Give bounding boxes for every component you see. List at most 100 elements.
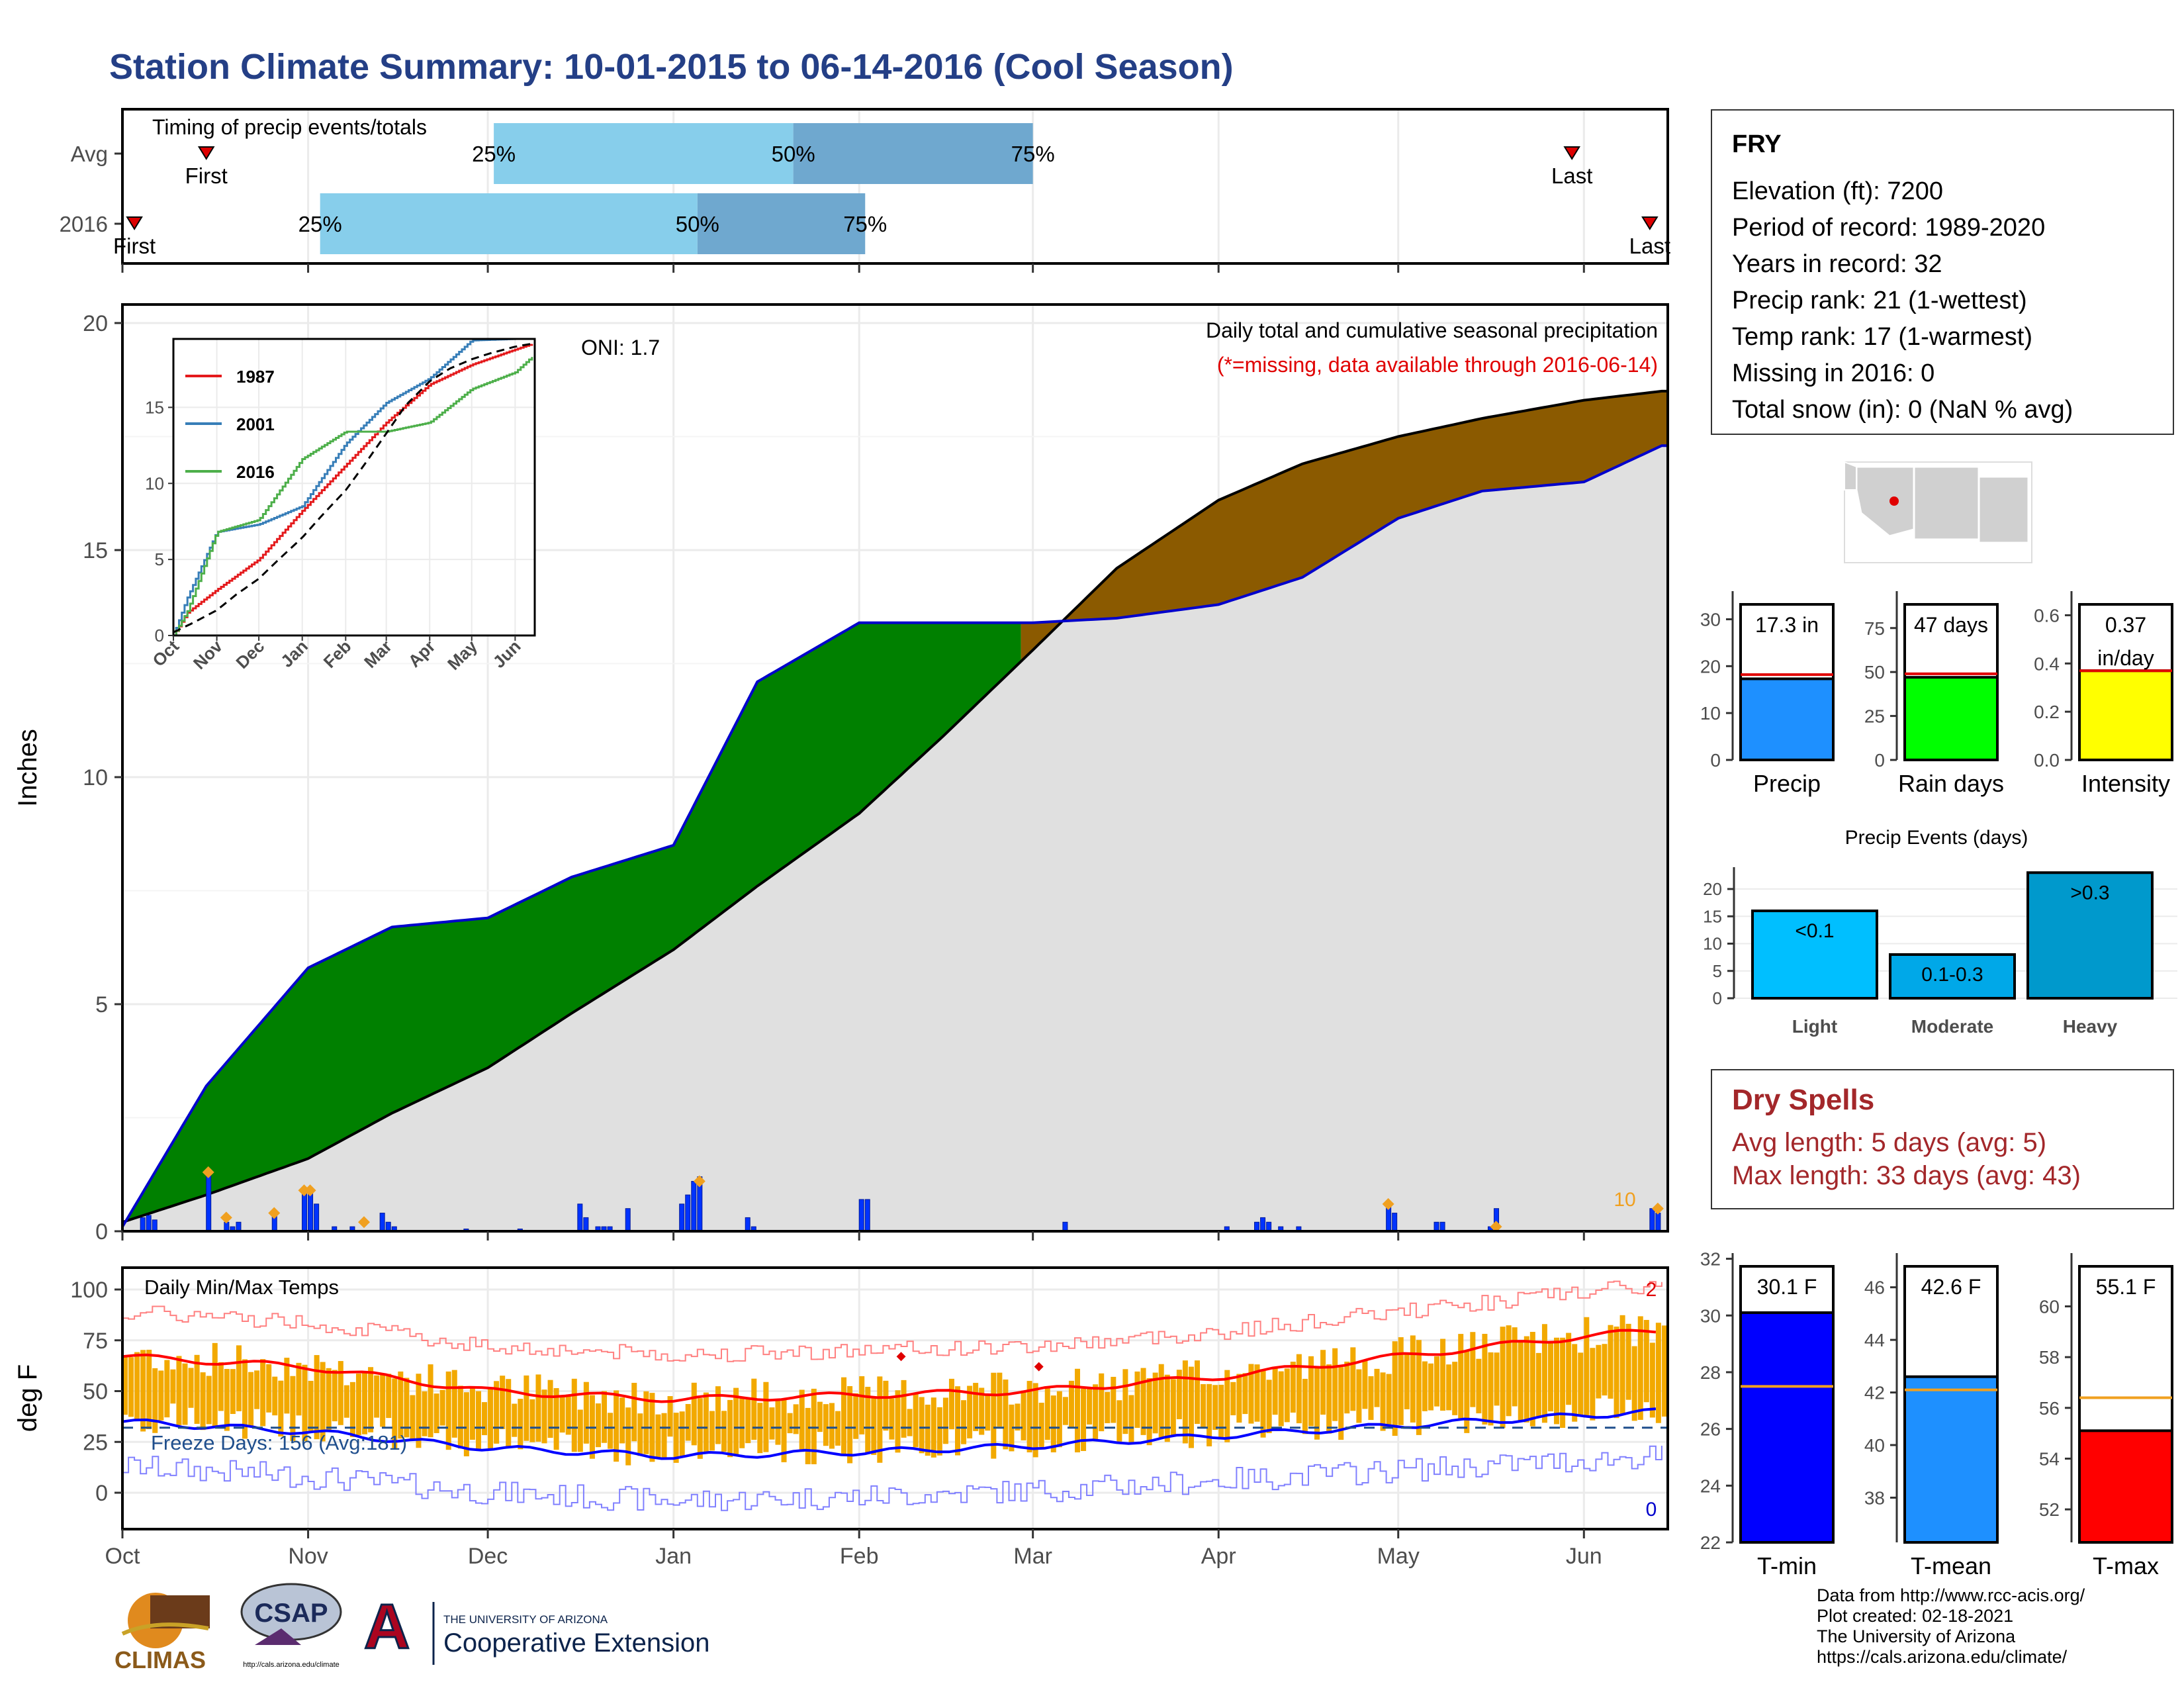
daily-temp-bar — [1230, 1382, 1236, 1416]
heavy-event-marker-icon — [202, 1166, 214, 1178]
daily-temp-bar — [1464, 1350, 1470, 1433]
daily-temp-bar — [1404, 1352, 1410, 1409]
daily-temp-bar — [541, 1389, 547, 1444]
daily-temp-bar — [643, 1391, 649, 1454]
daily-temp-bar — [733, 1387, 739, 1456]
summary-y-tick-label: 22 — [1700, 1532, 1721, 1553]
dry-spells-max: Max length: 33 days (avg: 43) — [1732, 1161, 2081, 1190]
timing-panel: 25% 50% 75% First Last Avg 25% 50% 75% First Last 2… — [60, 108, 1670, 273]
daily-temp-bar — [1458, 1334, 1464, 1419]
daily-temp-bar — [936, 1407, 942, 1456]
daily-temp-bar — [1362, 1360, 1368, 1409]
heavy-count-label: 10 — [1614, 1189, 1635, 1211]
summary-bar-label: T-min — [1757, 1552, 1817, 1579]
daily-temp-bar — [1386, 1374, 1392, 1427]
daily-temp-bar — [1524, 1336, 1529, 1423]
daily-temp-bar — [1554, 1337, 1560, 1425]
summary-y-tick-label: 32 — [1700, 1249, 1721, 1270]
y-axis-label: Inches — [13, 729, 42, 807]
station-info-box: FRY Elevation (ft): 7200 Period of recor… — [1711, 109, 2174, 435]
summary-value-label: 17.3 in — [1755, 613, 1819, 637]
daily-temp-bar — [1164, 1374, 1170, 1442]
daily-precip-bar — [691, 1181, 697, 1232]
csap-url: http://cals.arizona.edu/climate — [243, 1661, 340, 1669]
daily-precip-bar — [1433, 1221, 1439, 1232]
station-info-line: Period of record: 1989-2020 — [1732, 214, 2046, 242]
daily-precip-bar — [864, 1199, 870, 1232]
events-x-label: Light — [1792, 1016, 1837, 1037]
hot-count-label: 2 — [1646, 1279, 1657, 1301]
daily-temp-bar — [877, 1376, 883, 1463]
daily-temp-bar — [931, 1397, 936, 1458]
y-tick-label: 25 — [83, 1430, 108, 1455]
daily-temp-bar — [1152, 1372, 1158, 1434]
daily-temp-bar — [290, 1376, 296, 1441]
below-avg-area — [1021, 391, 1668, 662]
inset-y-tick-label: 10 — [145, 473, 164, 493]
record-max-line — [122, 1280, 1662, 1362]
cold-count-label: 0 — [1646, 1499, 1657, 1521]
timing-bar-lower — [494, 123, 794, 184]
daily-temp-bar — [272, 1376, 278, 1416]
daily-temp-bar — [679, 1411, 685, 1457]
daily-temp-bar — [1044, 1386, 1050, 1440]
daily-temp-bar — [463, 1392, 469, 1457]
daily-temp-bar — [1075, 1368, 1081, 1453]
daily-precip-bar — [236, 1221, 242, 1232]
summary-y-tick-label: 26 — [1700, 1419, 1721, 1440]
daily-temp-bar — [553, 1388, 559, 1450]
daily-temp-bar — [871, 1397, 877, 1455]
daily-temp-bar — [212, 1342, 218, 1428]
daily-precip-bar — [1439, 1221, 1445, 1232]
x-tick-label: Mar — [1013, 1544, 1052, 1569]
inset-y-tick-label: 5 — [155, 549, 164, 569]
timing-bar-lower — [320, 193, 698, 254]
record-marker-icon — [1034, 1362, 1044, 1372]
summary-y-tick-label: 46 — [1864, 1278, 1885, 1298]
daily-temp-bar — [571, 1378, 577, 1452]
events-y-tick-label: 5 — [1713, 961, 1722, 981]
daily-temp-bar — [811, 1388, 817, 1464]
events-y-tick-label: 0 — [1713, 988, 1722, 1008]
summary-value-unit: in/day — [2097, 646, 2154, 670]
events-y-tick-label: 10 — [1703, 934, 1722, 954]
temp-label: Daily Min/Max Temps — [144, 1276, 339, 1299]
timing-q75-label: 75% — [843, 212, 887, 236]
daily-temp-bar — [1446, 1364, 1452, 1411]
daily-precip-bar — [379, 1213, 385, 1232]
daily-temp-bar — [308, 1380, 314, 1432]
season-cumulative-line — [121, 444, 1668, 1228]
daily-temp-bar — [404, 1378, 410, 1438]
heavy-event-marker-icon — [304, 1184, 316, 1197]
daily-temp-bar — [1649, 1342, 1655, 1418]
daily-temp-bar — [913, 1393, 919, 1448]
daily-temp-bar — [535, 1374, 541, 1442]
cumulative-avg-area — [122, 391, 1668, 1231]
summary-y-tick-label: 75 — [1864, 618, 1885, 639]
summary-y-tick-label: 30 — [1700, 610, 1721, 630]
daily-temp-bar — [973, 1383, 979, 1431]
daily-temp-bar — [1248, 1364, 1254, 1424]
daily-temp-bar — [1087, 1387, 1093, 1425]
precip-annotation: Daily total and cumulative seasonal prec… — [1206, 318, 1658, 342]
daily-temp-bar — [1332, 1348, 1338, 1421]
inset-bg — [173, 339, 535, 635]
daily-temp-bar — [445, 1371, 451, 1450]
daily-temp-bar — [1518, 1341, 1524, 1423]
footer-line: The University of Arizona — [1817, 1626, 2016, 1646]
daily-temp-bar — [1026, 1381, 1032, 1453]
daily-temp-bar — [182, 1363, 188, 1425]
daily-temp-bar — [727, 1399, 733, 1458]
timing-q25-label: 25% — [472, 142, 516, 166]
daily-temp-bar — [194, 1354, 200, 1424]
timing-event-label: First — [113, 234, 156, 258]
summary-bar-label: T-mean — [1911, 1552, 1991, 1579]
x-tick-label: Oct — [105, 1544, 140, 1569]
daily-temp-bar — [314, 1355, 320, 1440]
daily-temp-bar — [410, 1395, 416, 1440]
daily-temp-bar — [685, 1403, 691, 1441]
daily-temp-bar — [296, 1362, 302, 1416]
daily-temp-bar — [398, 1371, 404, 1439]
daily-temp-bar — [769, 1407, 775, 1440]
daily-temp-bar — [218, 1362, 224, 1411]
